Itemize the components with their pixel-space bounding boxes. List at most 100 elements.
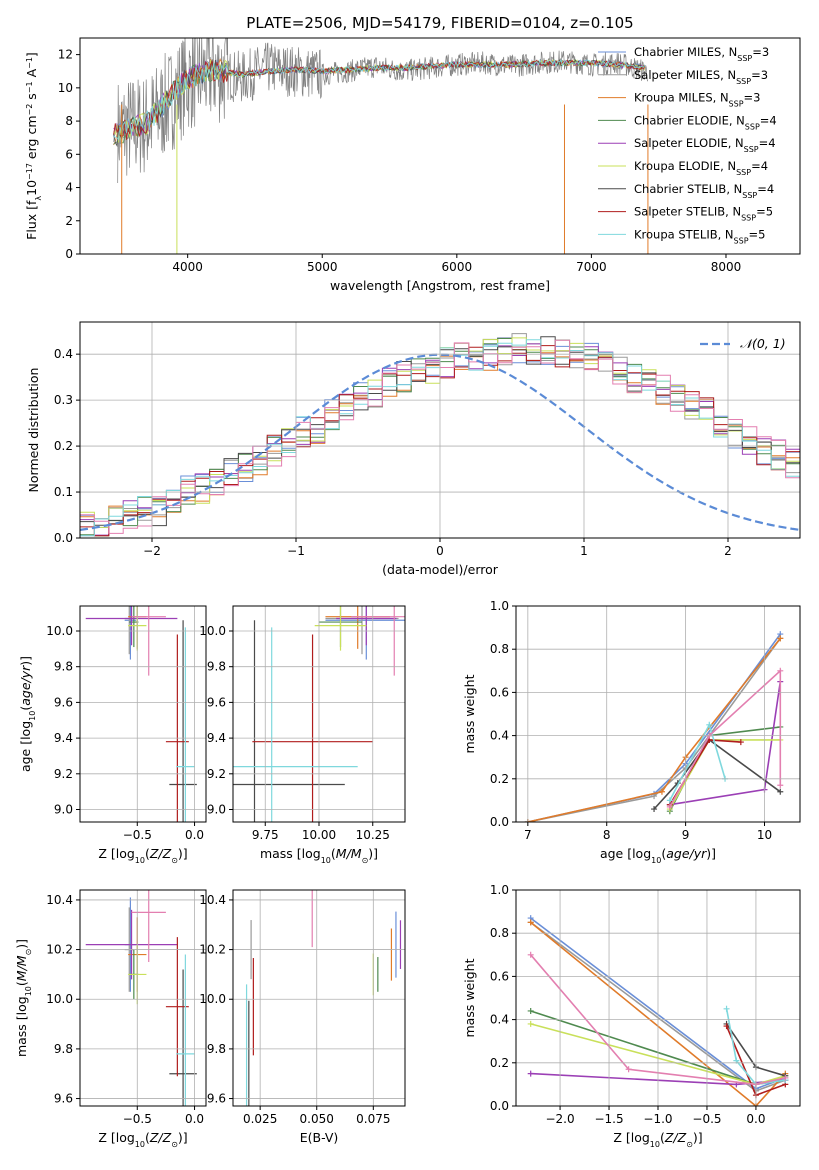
- y-tick-label: 9.8: [207, 660, 226, 674]
- mass-weight-marker: [651, 806, 658, 813]
- legend-suffix: =4: [751, 159, 768, 173]
- x-tick-label: 0.0: [185, 828, 204, 842]
- y-axis-label: mass weight: [462, 674, 477, 753]
- y-tick-label: 10.0: [46, 992, 73, 1006]
- mass-weight-marker: [782, 1074, 789, 1081]
- y-tick-label: 0.8: [490, 642, 509, 656]
- y-tick-label: 9.6: [207, 695, 226, 709]
- y-axis-label-part: 10: [24, 986, 33, 996]
- y-axis-label-part: mass [log: [14, 996, 29, 1057]
- legend-entry: Chabrier STELIB, NSSP=4: [634, 182, 774, 200]
- chart-mass-vs-Z: −0.5 0.09.69.810.010.210.4Z [log10(Z/Z⊙)]…: [14, 889, 207, 1149]
- y-tick-label: 10.0: [199, 624, 226, 638]
- y-axis-label: Normed distribution: [26, 368, 41, 493]
- histogram-step-line: [80, 337, 800, 528]
- x-tick-label: 0.0: [185, 1112, 204, 1126]
- legend-suffix: =4: [757, 182, 774, 196]
- legend-entry: Salpeter MILES, NSSP=3: [634, 68, 768, 86]
- y-axis-label-part: age [log: [18, 721, 33, 772]
- x-tick-label: −2: [143, 544, 161, 558]
- x-axis-label: Z [log10(Z/Z⊙)]: [98, 1130, 187, 1149]
- x-axis-label-part: age [log: [600, 846, 651, 861]
- legend-label: Chabrier ELODIE, N: [634, 113, 745, 127]
- y-tick-label: 0.2: [490, 1056, 509, 1070]
- y-tick-label: 9.6: [54, 695, 73, 709]
- mass-weight-line: [527, 637, 781, 822]
- y-axis-label-part: )]: [14, 939, 29, 949]
- plot-area-residual-hist: [80, 333, 800, 537]
- y-axis-label-part: ]: [24, 52, 39, 57]
- x-axis-label-part: Z/Z: [149, 1130, 172, 1145]
- plot-area-age-vs-mass: [233, 606, 405, 822]
- x-axis-label-part: 10: [321, 856, 331, 865]
- y-tick-label: 6: [65, 147, 73, 161]
- legend-sub: SSP: [741, 213, 756, 222]
- y-axis-label-part: M/M: [14, 955, 29, 981]
- legend-entry: Salpeter ELODIE, NSSP=4: [634, 136, 776, 154]
- x-tick-label: −1.5: [594, 1112, 623, 1126]
- mass-weight-marker: [777, 782, 784, 789]
- legend-entry: Chabrier MILES, NSSP=3: [634, 45, 769, 63]
- x-tick-label: 0: [436, 544, 444, 558]
- legend-entry: 𝒩(0, 1): [740, 336, 786, 351]
- x-axis-label-part: 10: [651, 856, 661, 865]
- x-axis-label-part: 10: [135, 856, 145, 865]
- x-axis-label-part: (: [145, 846, 150, 861]
- mass-weight-line: [530, 954, 786, 1086]
- x-tick-label: 4000: [172, 260, 203, 274]
- mass-weight-line: [653, 738, 781, 810]
- mass-weight-line: [725, 1008, 786, 1086]
- legend-suffix: =4: [760, 113, 777, 127]
- plot-area-weight-vs-age: [524, 631, 784, 822]
- y-tick-label: 9.6: [54, 1092, 73, 1106]
- x-axis-label: wavelength [Angstrom, rest frame]: [330, 278, 550, 293]
- y-tick-label: 0.0: [490, 1099, 509, 1113]
- x-axis-label-part: ⊙: [686, 1140, 693, 1149]
- histogram-step-line: [80, 339, 800, 534]
- mass-weight-marker: [625, 1066, 632, 1073]
- legend-suffix: =5: [756, 205, 773, 219]
- y-tick-label: 0.4: [490, 1013, 509, 1027]
- mass-weight-line: [669, 668, 782, 808]
- chart-residual-hist: −2 −1 0 1 2 0.0 0.1 0.2 0.3 0.4 (data-model)/error…: [26, 321, 801, 577]
- data-spectrum-line: [117, 38, 649, 184]
- y-tick-label: 0: [65, 247, 73, 261]
- x-axis-label-part: ⊙: [362, 856, 369, 865]
- x-axis-label-part: wavelength [Angstrom, rest frame]: [330, 278, 550, 293]
- y-axis-label-part: −1: [25, 57, 34, 69]
- y-tick-label: 2: [65, 214, 73, 228]
- y-tick-label: 9.4: [207, 731, 226, 745]
- histogram-step-line: [80, 336, 800, 527]
- x-axis-label-part: (: [145, 1130, 150, 1145]
- y-axis-label: mass [log10(M/M⊙)]: [14, 939, 33, 1057]
- axes-frame: [79, 605, 207, 823]
- mass-weight-line: [669, 722, 726, 801]
- x-tick-label: 5000: [307, 260, 338, 274]
- y-tick-label: 4: [65, 181, 73, 195]
- mass-weight-marker: [777, 667, 784, 674]
- figure-title: PLATE=2506, MJD=54179, FIBERID=0104, z=0…: [246, 14, 633, 32]
- x-axis-label: Z [log10(Z/Z⊙)]: [613, 1130, 702, 1149]
- chart-mass-vs-ebv: 0.025 0.050 0.075 9.6 9.8 10.0 10.2 10.4 E(B-V): [199, 889, 406, 1145]
- y-axis-label-part: mass weight: [462, 958, 477, 1037]
- mass-weight-marker: [723, 1005, 730, 1012]
- x-axis-label-part: )]: [706, 846, 716, 861]
- y-tick-label: 10.0: [199, 992, 226, 1006]
- mass-weight-marker: [666, 797, 673, 804]
- x-tick-label: 0.050: [300, 1112, 334, 1126]
- x-axis-label-part: mass [log: [260, 846, 321, 861]
- x-axis-label-part: (: [331, 846, 336, 861]
- y-tick-label: 9.8: [207, 1042, 226, 1056]
- y-tick-label: 0.1: [54, 485, 73, 499]
- x-tick-label: 10.25: [356, 828, 390, 842]
- x-axis-label: age [log10(age/yr)]: [600, 846, 716, 865]
- legend-label: Salpeter ELODIE, N: [634, 136, 744, 150]
- y-tick-label: 10.4: [46, 893, 73, 907]
- legend-sub: SSP: [742, 190, 757, 199]
- x-axis-label-part: Z [log: [98, 1130, 134, 1145]
- x-tick-label: 0.025: [243, 1112, 277, 1126]
- x-tick-label: 7000: [576, 260, 607, 274]
- x-axis-label-part: Z [log: [98, 846, 134, 861]
- y-tick-label: 10: [58, 81, 73, 95]
